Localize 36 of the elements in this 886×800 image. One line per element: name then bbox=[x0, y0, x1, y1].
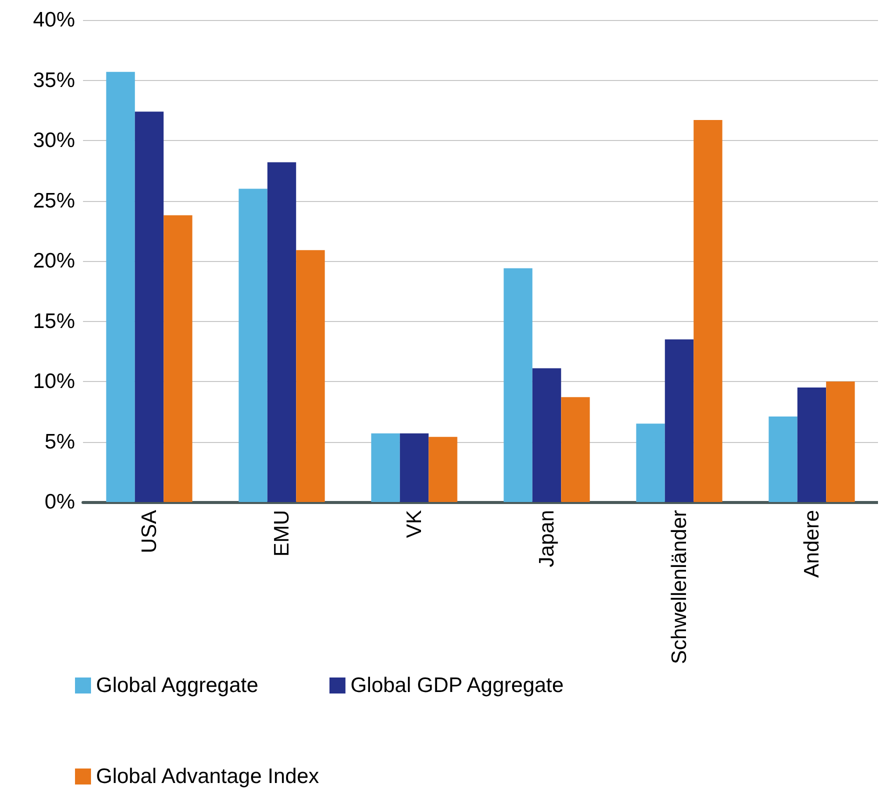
bar bbox=[636, 424, 665, 502]
bar bbox=[768, 416, 798, 502]
bar bbox=[428, 436, 458, 502]
bar bbox=[106, 72, 135, 502]
y-tick-label: 35% bbox=[32, 68, 75, 92]
x-tick-label: USA bbox=[138, 510, 161, 554]
x-tick-label: Japan bbox=[535, 510, 558, 568]
bar bbox=[532, 368, 562, 502]
y-tick-label: 10% bbox=[32, 370, 75, 393]
bar bbox=[267, 162, 296, 502]
bar bbox=[826, 382, 855, 502]
y-tick-label: 40% bbox=[32, 8, 75, 32]
x-tick-label: Schwellenländer bbox=[668, 510, 691, 664]
y-tick-label: 0% bbox=[44, 490, 75, 514]
y-tick-label: 15% bbox=[32, 310, 75, 333]
bar bbox=[371, 433, 400, 502]
bar bbox=[504, 268, 532, 502]
bar bbox=[664, 339, 694, 502]
y-tick-label: 20% bbox=[32, 250, 75, 272]
bar bbox=[797, 388, 826, 502]
x-tick-label: EMU bbox=[270, 510, 294, 557]
y-tick-label: 30% bbox=[32, 129, 75, 152]
legend-label: Global Aggregate bbox=[96, 674, 258, 697]
bar bbox=[134, 112, 164, 502]
legend-label: Global GDP Aggregate bbox=[350, 674, 564, 697]
x-tick-label: Andere bbox=[800, 510, 824, 578]
bar bbox=[296, 250, 325, 502]
y-tick-label: 25% bbox=[32, 189, 75, 212]
bar bbox=[164, 215, 192, 502]
bar bbox=[238, 188, 268, 502]
y-tick-label: 5% bbox=[44, 430, 75, 454]
bar bbox=[694, 120, 722, 502]
x-tick-label: VK bbox=[402, 510, 426, 538]
legend-label: Global Advantage Index bbox=[96, 765, 320, 788]
bar bbox=[561, 397, 590, 502]
bar bbox=[400, 433, 429, 502]
